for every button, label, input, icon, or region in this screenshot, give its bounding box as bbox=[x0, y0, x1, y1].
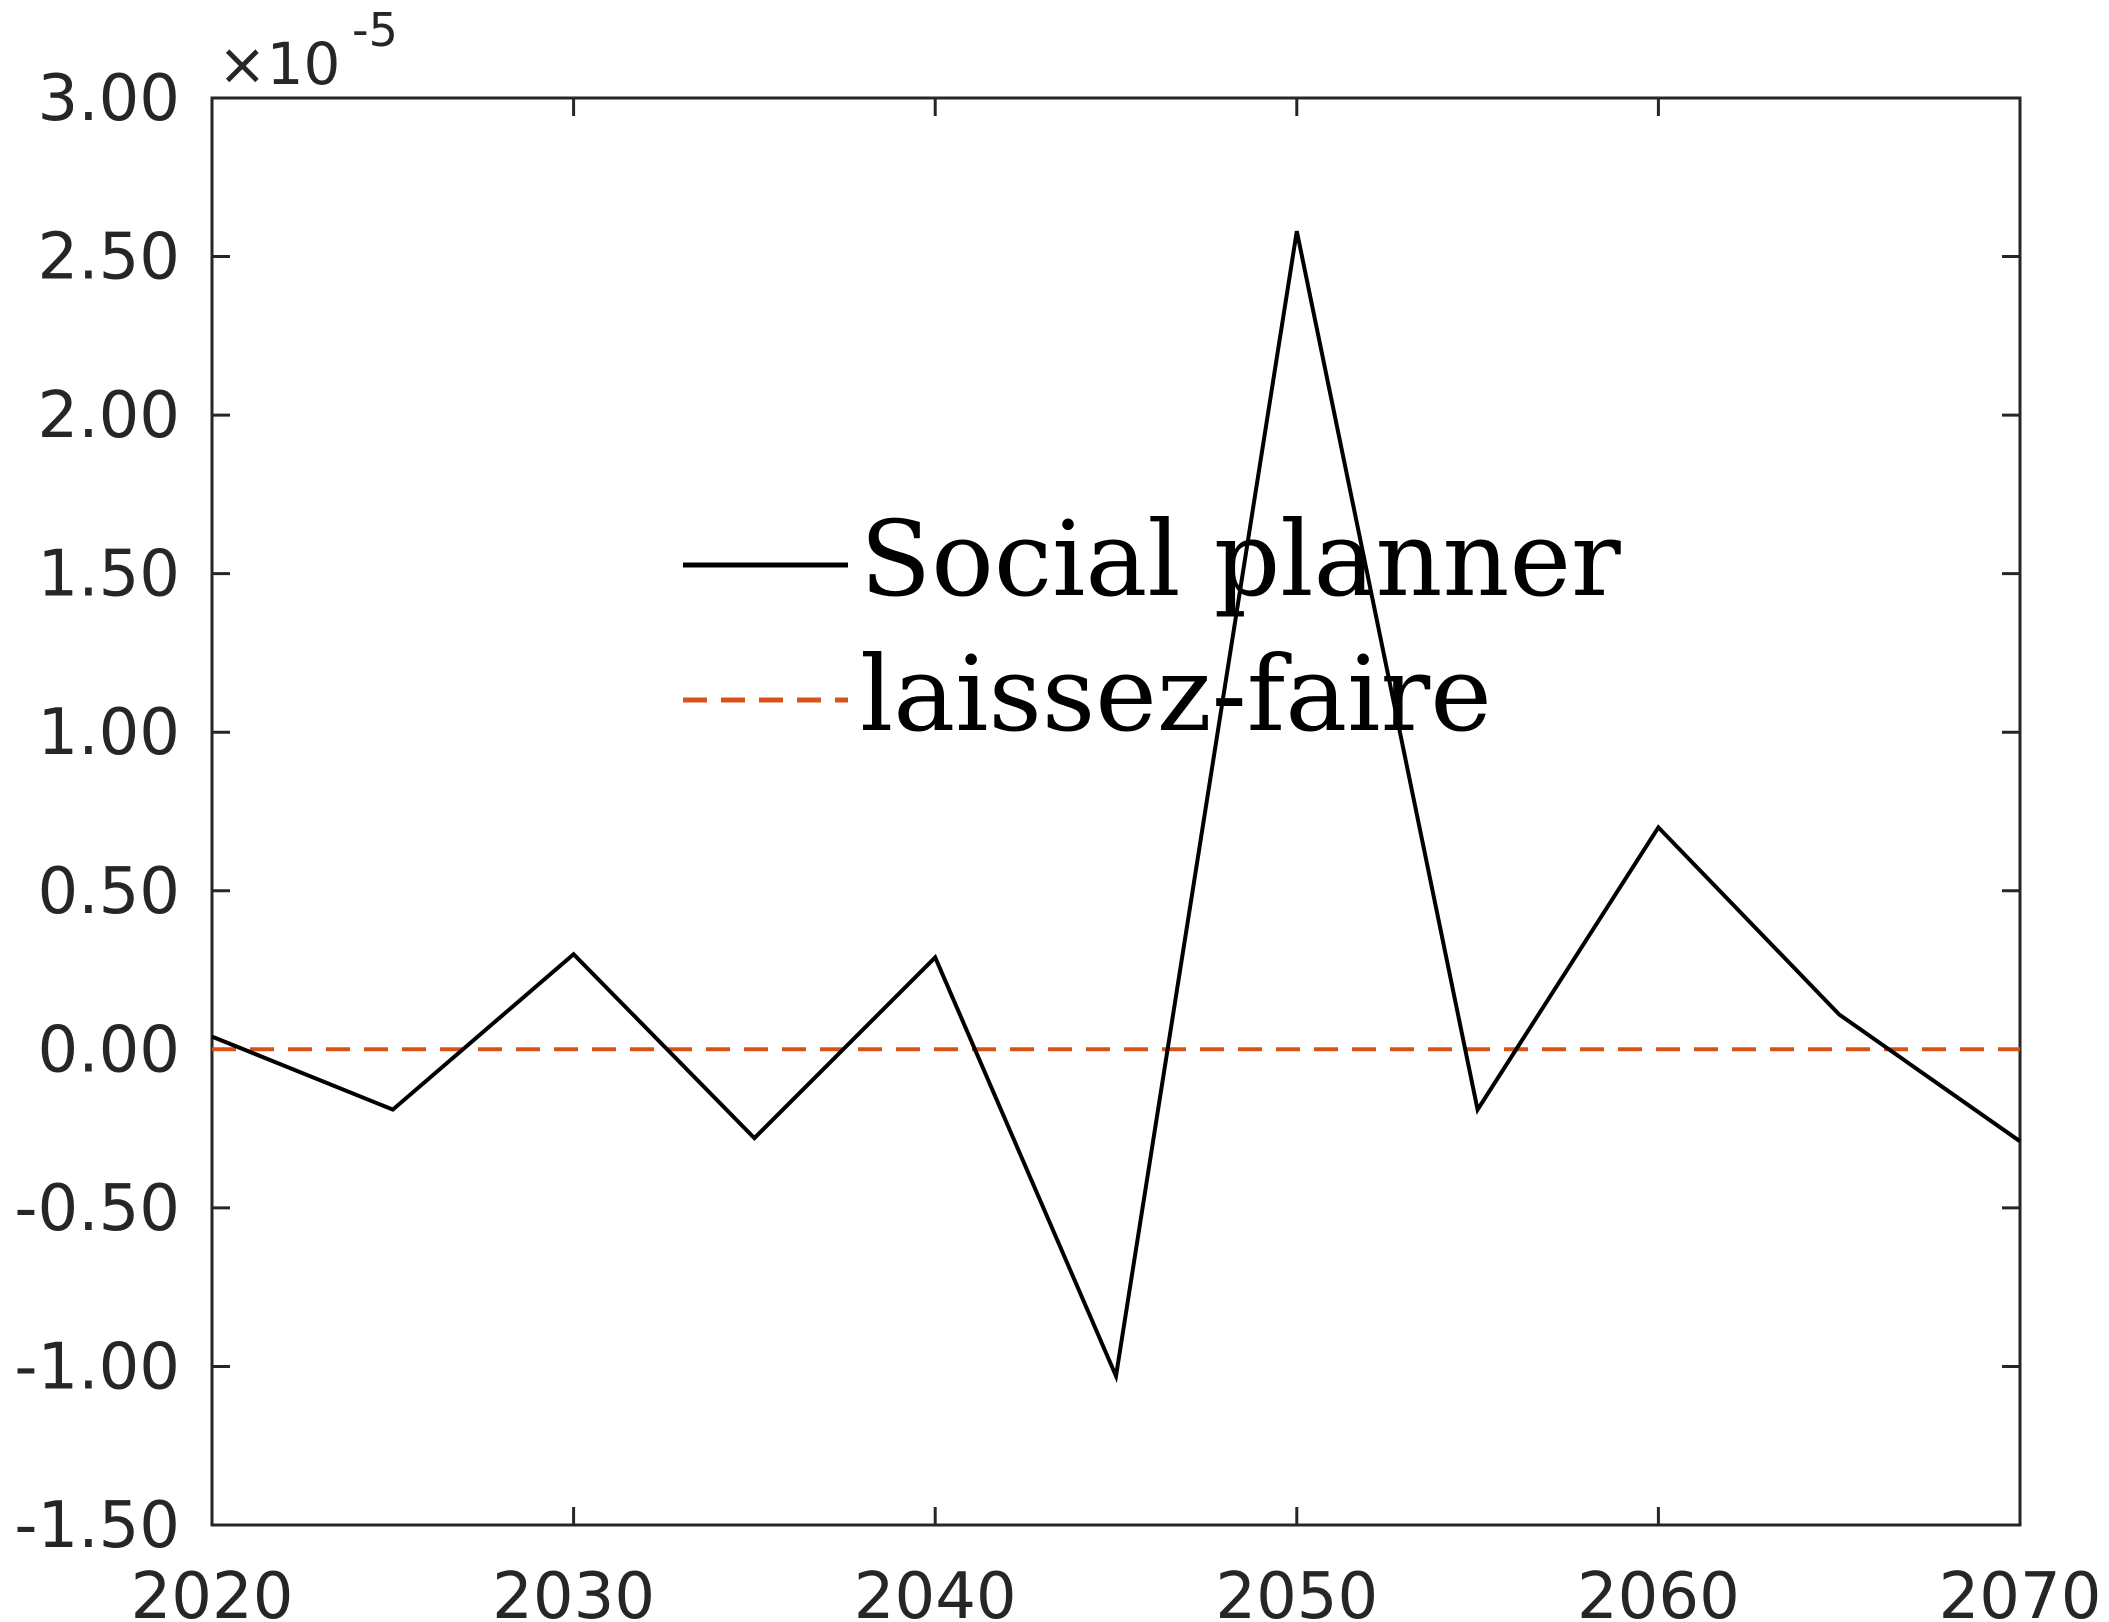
legend: Social planner laissez-faire bbox=[683, 498, 1621, 755]
y-tick-label: 1.50 bbox=[38, 538, 181, 612]
x-tick-label: 2030 bbox=[492, 1560, 655, 1622]
x-axis: 2020 2030 2040 2050 2060 2070 bbox=[131, 98, 2102, 1622]
y-tick-label: 2.00 bbox=[38, 379, 181, 453]
x-tick-label: 2040 bbox=[854, 1560, 1017, 1622]
legend-label-social-planner: Social planner bbox=[860, 498, 1621, 620]
legend-label-laissez-faire: laissez-faire bbox=[860, 633, 1492, 755]
y-tick-label: 2.50 bbox=[38, 221, 181, 295]
y-axis: -1.50 -1.00 -0.50 0.00 0.50 1.00 1.50 2.00 2.50 3… bbox=[14, 62, 2020, 1563]
x-tick-label: 2050 bbox=[1215, 1560, 1378, 1622]
plot-frame bbox=[210, 96, 2022, 1527]
x-tick-label: 2020 bbox=[131, 1560, 294, 1622]
series-line-social-planner bbox=[211, 230, 2022, 1384]
axes-box bbox=[210, 96, 2022, 1527]
y-tick-label: 3.00 bbox=[38, 62, 181, 136]
x-tick-label: 2070 bbox=[1939, 1560, 2102, 1622]
y-exponent-base: ×10 bbox=[218, 30, 340, 98]
y-exponent-power: -5 bbox=[352, 3, 398, 57]
y-tick-label: -1.00 bbox=[14, 1330, 180, 1404]
x-tick-label: 2060 bbox=[1577, 1560, 1740, 1622]
y-tick-label: 0.50 bbox=[38, 855, 181, 929]
y-tick-label: -1.50 bbox=[14, 1489, 180, 1563]
series-lines bbox=[211, 230, 2022, 1384]
y-tick-label: -0.50 bbox=[14, 1172, 180, 1246]
y-axis-exponent: ×10 -5 bbox=[218, 3, 398, 98]
y-tick-label: 0.00 bbox=[38, 1013, 181, 1087]
y-tick-label: 1.00 bbox=[38, 696, 181, 770]
